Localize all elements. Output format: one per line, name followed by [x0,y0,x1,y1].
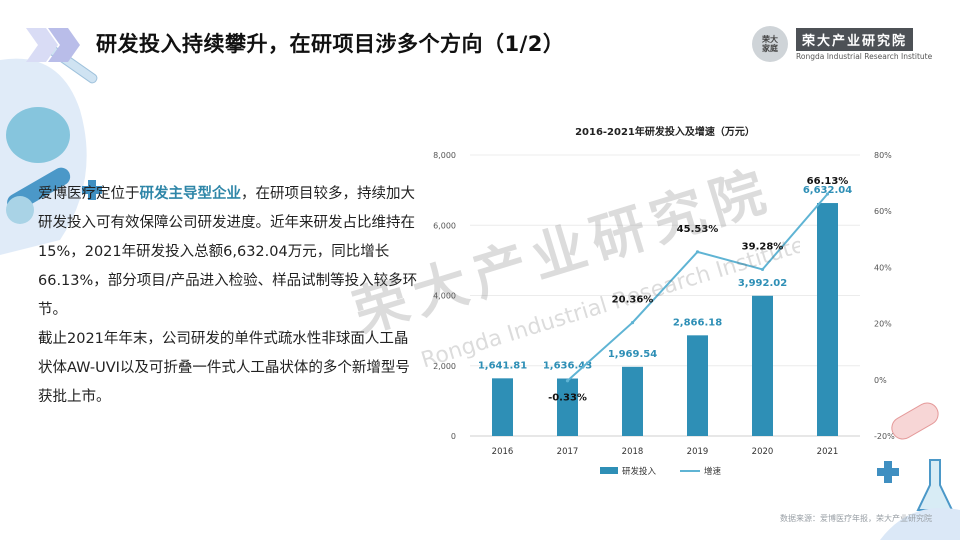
x-tick-label: 2018 [622,447,644,457]
logo-chinese-name: 荣大产业研究院 [796,28,914,51]
growth-point-2018 [630,320,635,325]
logo-english-name: Rongda Industrial Research Institute [796,52,933,61]
growth-value-label: 39.28% [742,241,784,252]
logo-seal: 荣大家庭 [752,26,788,62]
y-left-tick-label: 4,000 [433,292,456,301]
bar-value-label: 1,641.81 [478,360,527,371]
paragraph-1: 爱博医疗定位于研发主导型企业，在研项目较多，持续加大研发投入可有效保障公司研发进… [38,186,418,318]
bar-value-label: 3,992.02 [738,278,787,289]
bar-2021 [817,203,838,436]
legend-label-bar: 研发投入 [622,466,657,477]
bar-2019 [687,335,708,436]
y-right-tick-label: 80% [874,151,892,160]
y-right-tick-label: 60% [874,207,892,216]
legend-bar-swatch [600,467,618,474]
bar-2017 [557,378,578,436]
growth-value-label: -0.33% [548,393,587,404]
x-tick-label: 2020 [752,447,774,457]
title-chevron-icon [26,28,80,62]
y-right-tick-label: 40% [874,263,892,272]
y-right-tick-label: 20% [874,320,892,329]
growth-point-2017 [565,379,570,383]
growth-point-2021 [825,192,830,196]
y-left-tick-label: 8,000 [433,151,456,160]
y-right-tick-label: -20% [874,432,895,441]
logo: 荣大家庭 荣大产业研究院 Rongda Industrial Research … [752,26,932,70]
growth-point-2020 [760,267,765,272]
bar-value-label: 1,969.54 [608,349,657,360]
chart-title: 2016-2021年研发投入及增速（万元） [575,125,755,138]
x-tick-label: 2019 [687,447,709,457]
legend-label-line: 增速 [704,466,722,477]
bar-value-label: 2,866.18 [673,317,722,328]
x-tick-label: 2016 [492,447,514,457]
rd-investment-chart: 2016-2021年研发投入及增速（万元） 0 2,000 4,000 6,000 8,0… [433,125,895,477]
paragraph-2: 截止2021年年末，公司研发的单件式疏水性非球面人工晶状体AW-UVI以及可折叠… [38,331,410,405]
x-tick-label: 2021 [817,447,839,457]
x-tick-label: 2017 [557,447,579,457]
y-left-tick-label: 0 [451,432,456,441]
growth-value-label: 66.13% [807,176,849,187]
growth-point-2019 [695,250,700,254]
bar-value-label: 6,632.04 [803,185,852,196]
bar-value-label: 1,636.43 [543,361,592,372]
y-left-tick-label: 2,000 [433,362,456,371]
data-source: 数据来源：爱博医疗年报，荣大产业研究院 [780,514,932,523]
body-text: 爱博医疗定位于研发主导型企业，在研项目较多，持续加大研发投入可有效保障公司研发进… [38,180,418,412]
growth-value-label: 20.36% [612,295,654,306]
highlight-text: 研发主导型企业 [139,186,242,202]
page-title: 研发投入持续攀升，在研项目涉多个方向（1/2） [96,32,565,56]
growth-value-label: 45.53% [677,224,719,235]
bar-2018 [622,366,643,436]
y-left-tick-label: 6,000 [433,221,456,230]
y-right-tick-label: 0% [874,376,887,385]
bar-2020 [752,295,773,436]
bar-2016 [492,378,513,436]
